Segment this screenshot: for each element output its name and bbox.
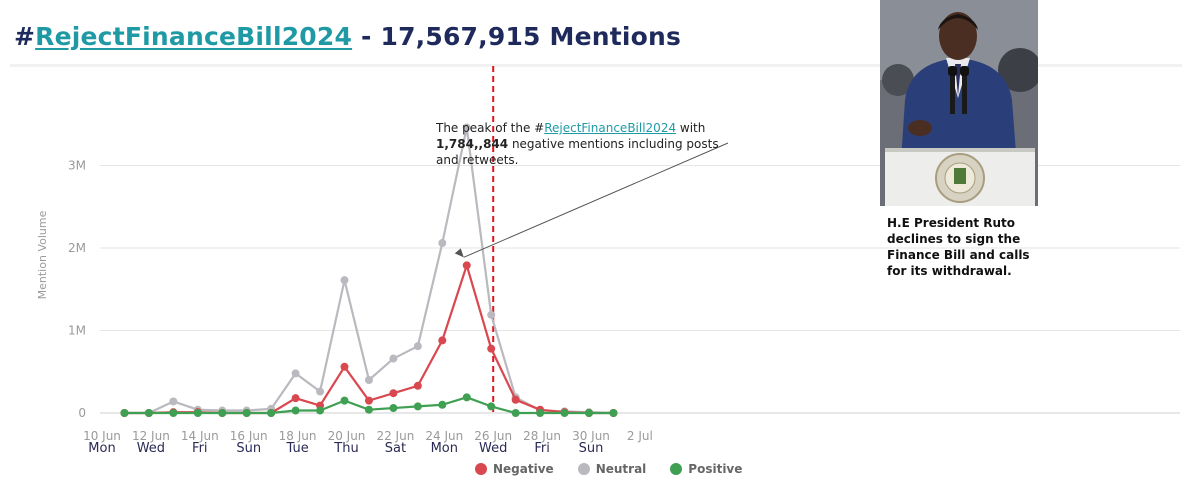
data-point-neutral <box>316 387 325 396</box>
data-point-positive <box>242 409 251 417</box>
x-tick-label: 24 Jun <box>425 429 463 443</box>
data-point-positive <box>511 409 520 417</box>
ruto-event-annotation: H.E President Ruto declines to sign the … <box>887 216 1030 278</box>
legend-label-positive: Positive <box>688 462 743 476</box>
x-tick-label: 26 Jun <box>474 429 512 443</box>
data-point-positive <box>389 404 398 413</box>
data-point-positive <box>364 405 373 414</box>
title-divider <box>10 64 1182 67</box>
legend-label-neutral: Neutral <box>595 462 647 476</box>
page-title: #RejectFinanceBill2024 - 17,567,915 Ment… <box>14 22 681 51</box>
x-tick-label: 22 Jun <box>376 429 414 443</box>
x-tick-label: 20 Jun <box>328 429 366 443</box>
series-line-negative <box>124 264 614 415</box>
series-line-neutral <box>124 126 614 415</box>
neutral-dot-icon <box>577 463 590 475</box>
chart-legend: Negative Neutral Positive <box>475 462 742 476</box>
data-point-negative <box>291 394 300 403</box>
negative-dot-icon <box>475 463 487 475</box>
data-point-neutral <box>364 376 373 384</box>
data-point-neutral <box>340 276 349 285</box>
x-tick-label: 14 Jun <box>181 429 219 443</box>
data-point-positive <box>585 409 593 417</box>
x-tick-weekday: Mon <box>431 441 458 456</box>
data-point-positive <box>144 409 153 417</box>
x-tick-weekday: Wed <box>479 441 507 456</box>
x-tick-weekday: Sat <box>385 441 406 456</box>
positive-dot-icon <box>670 463 683 475</box>
legend-label-negative: Negative <box>493 462 554 476</box>
data-point-positive <box>340 396 349 405</box>
x-tick-label: 18 Jun <box>279 429 317 443</box>
data-point-positive <box>316 406 325 415</box>
x-tick-label: 2 Jul <box>627 429 653 443</box>
data-point-positive <box>438 400 447 409</box>
title-hashtag-link[interactable]: RejectFinanceBill2024 <box>35 22 353 51</box>
x-tick-weekday: Sun <box>236 441 261 456</box>
data-point-negative <box>462 261 471 270</box>
data-point-negative <box>438 336 447 345</box>
peak-arrow-head-icon <box>454 248 464 258</box>
data-point-neutral <box>438 239 447 248</box>
x-tick-label: 16 Jun <box>230 429 268 443</box>
data-point-positive <box>413 402 422 411</box>
data-point-positive <box>267 409 276 417</box>
y-tick-label: 2M <box>68 241 86 255</box>
peak-text-with: with <box>676 121 706 135</box>
x-tick-weekday: Thu <box>333 441 358 456</box>
x-tick-weekday: Fri <box>534 441 550 456</box>
legend-item-positive[interactable]: Positive <box>670 462 742 476</box>
data-point-positive <box>169 409 178 417</box>
peak-text-rest: negative mentions including posts and re… <box>436 137 719 167</box>
data-point-positive <box>609 409 618 417</box>
x-tick-weekday: Fri <box>192 441 208 456</box>
data-point-positive <box>218 409 227 417</box>
peak-arrow-line <box>463 142 729 258</box>
x-tick-weekday: Mon <box>88 441 115 456</box>
data-point-negative <box>364 396 373 405</box>
data-point-negative <box>413 381 422 390</box>
y-axis-title: Mention Volume <box>36 210 49 299</box>
data-point-neutral <box>389 354 398 363</box>
legend-item-negative[interactable]: Negative <box>475 462 554 476</box>
y-tick-label: 3M <box>68 159 86 173</box>
peak-text-lead: The peak of the # <box>436 121 545 135</box>
data-point-positive <box>120 409 129 417</box>
peak-count: 1,784,,844 <box>436 137 509 151</box>
peak-annotation: The peak of the #RejectFinanceBill2024 w… <box>436 120 736 168</box>
data-point-positive <box>462 393 471 402</box>
peak-hashtag-link[interactable]: RejectFinanceBill2024 <box>544 121 677 135</box>
x-tick-label: 10 Jun <box>83 429 121 443</box>
title-prefix: # <box>14 22 36 51</box>
data-point-neutral <box>413 342 422 351</box>
x-tick-weekday: Wed <box>137 441 165 456</box>
data-point-positive <box>193 409 202 417</box>
x-tick-weekday: Tue <box>285 441 308 456</box>
x-tick-weekday: Sun <box>579 441 604 456</box>
data-point-neutral <box>291 369 300 378</box>
data-point-positive <box>487 402 496 411</box>
legend-item-neutral[interactable]: Neutral <box>577 462 647 476</box>
data-point-positive <box>291 406 300 415</box>
data-point-neutral <box>487 310 496 319</box>
data-point-negative <box>487 344 496 353</box>
y-tick-label: 0 <box>78 406 86 420</box>
president-ruto-photo <box>880 0 1038 206</box>
data-point-neutral <box>462 123 471 132</box>
data-point-negative <box>389 389 398 398</box>
data-point-positive <box>536 409 545 417</box>
data-point-neutral <box>169 397 178 406</box>
x-tick-label: 30 Jun <box>572 429 610 443</box>
data-point-negative <box>511 395 520 404</box>
x-tick-label: 28 Jun <box>523 429 561 443</box>
y-tick-label: 1M <box>68 324 86 338</box>
data-point-negative <box>340 362 349 371</box>
title-suffix: - 17,567,915 Mentions <box>352 22 682 51</box>
x-tick-label: 12 Jun <box>132 429 170 443</box>
data-point-positive <box>560 409 569 417</box>
